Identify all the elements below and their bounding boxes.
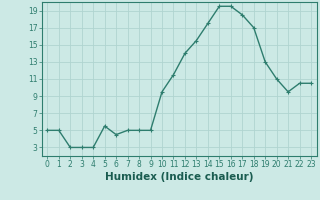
X-axis label: Humidex (Indice chaleur): Humidex (Indice chaleur) [105,172,253,182]
